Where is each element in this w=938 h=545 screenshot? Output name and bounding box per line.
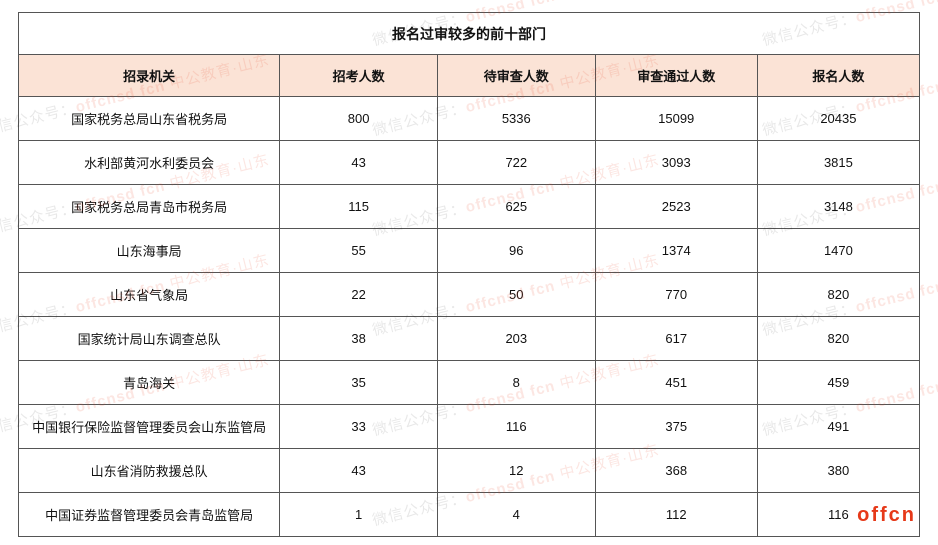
cell-value: 43	[280, 141, 438, 185]
cell-value: 617	[595, 317, 757, 361]
cell-value: 375	[595, 405, 757, 449]
cell-value: 3148	[757, 185, 919, 229]
cell-value: 625	[437, 185, 595, 229]
cell-department: 国家税务总局青岛市税务局	[19, 185, 280, 229]
cell-value: 1470	[757, 229, 919, 273]
table-row: 青岛海关358451459	[19, 361, 920, 405]
cell-value: 12	[437, 449, 595, 493]
cell-department: 中国证券监督管理委员会青岛监管局	[19, 493, 280, 537]
cell-value: 4	[437, 493, 595, 537]
cell-department: 山东海事局	[19, 229, 280, 273]
cell-value: 22	[280, 273, 438, 317]
brand-stamp: offcn	[857, 504, 916, 527]
cell-value: 33	[280, 405, 438, 449]
cell-value: 491	[757, 405, 919, 449]
cell-department: 青岛海关	[19, 361, 280, 405]
table-row: 中国证券监督管理委员会青岛监管局14112116	[19, 493, 920, 537]
cell-value: 770	[595, 273, 757, 317]
cell-value: 380	[757, 449, 919, 493]
cell-value: 55	[280, 229, 438, 273]
cell-value: 722	[437, 141, 595, 185]
cell-value: 112	[595, 493, 757, 537]
table-container: 报名过审较多的前十部门 招录机关 招考人数 待审查人数 审查通过人数 报名人数 …	[0, 0, 938, 545]
cell-department: 水利部黄河水利委员会	[19, 141, 280, 185]
col-applied: 报名人数	[757, 55, 919, 97]
cell-value: 459	[757, 361, 919, 405]
cell-value: 1374	[595, 229, 757, 273]
cell-value: 43	[280, 449, 438, 493]
cell-department: 国家税务总局山东省税务局	[19, 97, 280, 141]
col-department: 招录机关	[19, 55, 280, 97]
cell-department: 国家统计局山东调查总队	[19, 317, 280, 361]
col-pending: 待审查人数	[437, 55, 595, 97]
table-row: 国家税务总局山东省税务局80053361509920435	[19, 97, 920, 141]
cell-value: 203	[437, 317, 595, 361]
cell-value: 116	[437, 405, 595, 449]
cell-value: 820	[757, 317, 919, 361]
table-row: 国家税务总局青岛市税务局11562525233148	[19, 185, 920, 229]
table-row: 山东省消防救援总队4312368380	[19, 449, 920, 493]
table-row: 国家统计局山东调查总队38203617820	[19, 317, 920, 361]
ranking-table: 报名过审较多的前十部门 招录机关 招考人数 待审查人数 审查通过人数 报名人数 …	[18, 12, 920, 537]
cell-value: 451	[595, 361, 757, 405]
cell-value: 3093	[595, 141, 757, 185]
table-title: 报名过审较多的前十部门	[19, 13, 920, 55]
table-body: 国家税务总局山东省税务局80053361509920435水利部黄河水利委员会4…	[19, 97, 920, 537]
cell-value: 20435	[757, 97, 919, 141]
cell-value: 15099	[595, 97, 757, 141]
cell-value: 3815	[757, 141, 919, 185]
table-row: 山东海事局559613741470	[19, 229, 920, 273]
table-row: 山东省气象局2250770820	[19, 273, 920, 317]
cell-department: 山东省气象局	[19, 273, 280, 317]
table-title-row: 报名过审较多的前十部门	[19, 13, 920, 55]
table-row: 水利部黄河水利委员会4372230933815	[19, 141, 920, 185]
cell-value: 35	[280, 361, 438, 405]
cell-department: 中国银行保险监督管理委员会山东监管局	[19, 405, 280, 449]
cell-value: 50	[437, 273, 595, 317]
table-row: 中国银行保险监督管理委员会山东监管局33116375491	[19, 405, 920, 449]
cell-value: 368	[595, 449, 757, 493]
cell-value: 2523	[595, 185, 757, 229]
col-recruit: 招考人数	[280, 55, 438, 97]
cell-value: 38	[280, 317, 438, 361]
cell-value: 115	[280, 185, 438, 229]
cell-value: 1	[280, 493, 438, 537]
cell-value: 8	[437, 361, 595, 405]
cell-value: 96	[437, 229, 595, 273]
cell-department: 山东省消防救援总队	[19, 449, 280, 493]
cell-value: 5336	[437, 97, 595, 141]
table-header-row: 招录机关 招考人数 待审查人数 审查通过人数 报名人数	[19, 55, 920, 97]
col-passed: 审查通过人数	[595, 55, 757, 97]
cell-value: 820	[757, 273, 919, 317]
cell-value: 800	[280, 97, 438, 141]
